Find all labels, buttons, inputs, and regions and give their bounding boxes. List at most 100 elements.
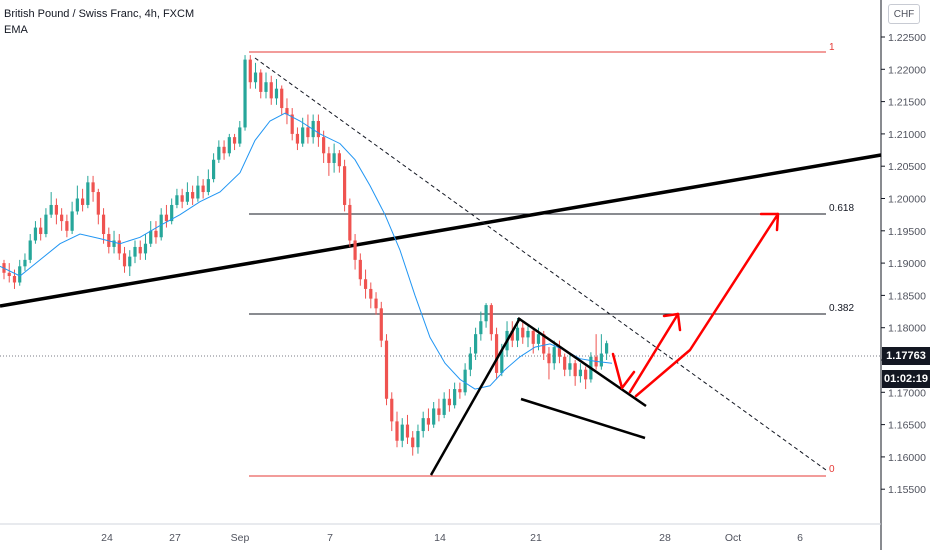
symbol-title: British Pound / Swiss Franc, 4h, FXCM [4, 8, 195, 20]
candle-body [259, 72, 263, 92]
candle-body [112, 240, 116, 247]
candle-body [86, 182, 90, 205]
candle-body [290, 114, 294, 134]
price-tick-label: 1.22000 [888, 64, 926, 76]
price-tick-label: 1.22500 [888, 32, 926, 44]
fib-label-1: 1 [829, 42, 835, 53]
candle-body [453, 389, 457, 406]
descending-dashed-trendline[interactable] [254, 57, 827, 471]
time-tick-label: 21 [530, 532, 542, 544]
indicator-label[interactable]: EMA [4, 24, 28, 36]
candle-body [164, 214, 169, 222]
candle-body [395, 421, 399, 441]
candle-body [185, 192, 189, 202]
currency-button[interactable]: CHF [888, 4, 920, 24]
candle-body [337, 153, 341, 167]
candlestick-series [2, 55, 609, 456]
candle-body [510, 330, 514, 341]
time-tick-label: 28 [659, 532, 671, 544]
candle-body [33, 227, 38, 241]
candle-body [437, 408, 441, 415]
candle-body [149, 230, 153, 244]
projection-arrows[interactable] [611, 212, 780, 398]
candle-body [295, 133, 300, 144]
fib-label-0618: 0.618 [829, 203, 854, 214]
candle-body [243, 59, 247, 128]
arrow-head-0382 [662, 312, 682, 332]
candle-body [39, 227, 43, 235]
candle-body [122, 253, 127, 267]
time-tick-label: 7 [327, 532, 333, 544]
candle-body [578, 369, 582, 377]
candle-body [405, 424, 410, 438]
candle-body [23, 259, 27, 267]
candle-body [285, 108, 289, 115]
candle-body [154, 230, 158, 238]
candle-body [536, 334, 541, 344]
candle-body [60, 214, 64, 222]
wedge-lower-line[interactable] [520, 397, 646, 440]
price-tick-label: 1.16000 [888, 452, 926, 464]
price-axis-ticks: 1.22500 1.22000 1.21500 1.21000 1.20500 1.200… [881, 32, 926, 496]
candle-body [280, 88, 284, 109]
candle-body [426, 418, 431, 425]
candle-body [7, 272, 11, 277]
candle-body [479, 321, 483, 335]
candle-body [400, 424, 404, 441]
ema-line [0, 112, 613, 390]
candle-body [81, 198, 85, 205]
candle-body [384, 340, 389, 399]
fib-label-0382: 0.382 [829, 303, 854, 314]
candle-body [358, 259, 362, 280]
candle-body [322, 137, 326, 154]
candle-body [584, 369, 588, 380]
candle-body [353, 240, 357, 260]
candle-body [232, 137, 237, 144]
candle-body [175, 195, 179, 205]
time-tick-label: 27 [169, 532, 181, 544]
candle-body [568, 363, 572, 370]
candle-body [238, 127, 242, 144]
rally-leg-line[interactable] [429, 317, 522, 476]
candle-body [500, 350, 504, 373]
candle-body [12, 276, 17, 283]
candle-body [411, 437, 415, 448]
price-tick-label: 1.21500 [888, 97, 926, 109]
candle-body [343, 166, 347, 205]
candle-body [75, 198, 79, 212]
candle-body [348, 204, 352, 241]
price-tick-label: 1.20000 [888, 194, 926, 206]
price-tick-label: 1.19000 [888, 258, 926, 270]
candle-body [374, 298, 378, 309]
candle-body [432, 408, 436, 425]
candle-body [201, 185, 205, 193]
candle-body [447, 398, 451, 406]
candle-body [369, 288, 373, 299]
candle-body [264, 82, 268, 92]
candle-body [379, 308, 383, 341]
candle-body [605, 343, 609, 354]
countdown-tag: 01:02:19 [882, 370, 930, 388]
chart-legend: British Pound / Swiss Franc, 4h, FXCM EM… [4, 6, 194, 38]
wedge-upper-line[interactable] [517, 316, 647, 408]
candle-body [390, 398, 394, 422]
candle-body [489, 305, 493, 335]
candle-body [18, 266, 22, 283]
candle-body [468, 353, 472, 370]
price-tick-label: 1.15500 [888, 484, 926, 496]
candle-body [222, 146, 226, 154]
candle-body [416, 431, 420, 448]
candle-body [269, 82, 273, 99]
candle-body [301, 127, 305, 144]
candle-body [474, 334, 478, 354]
candle-body [28, 240, 32, 260]
candle-body [128, 256, 132, 267]
candle-body [65, 221, 69, 231]
candle-body [170, 204, 174, 222]
candle-body [316, 120, 320, 138]
ascending-trendline[interactable] [0, 153, 882, 308]
candle-body [542, 334, 546, 354]
price-tick-label: 1.21000 [888, 129, 926, 141]
fib-label-0: 0 [829, 464, 835, 475]
